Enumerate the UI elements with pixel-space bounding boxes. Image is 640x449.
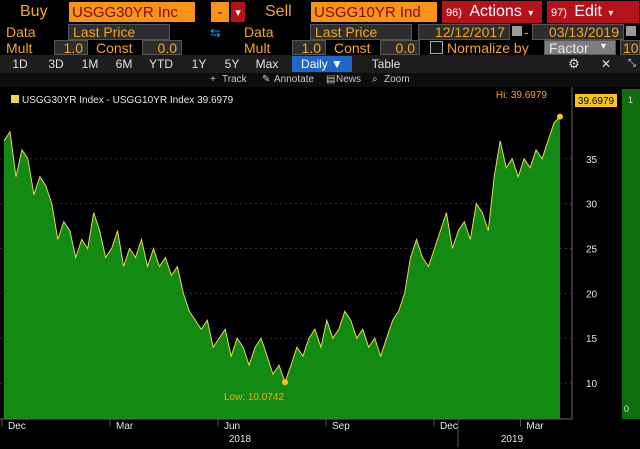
normalize-select[interactable]: Factor <box>544 40 616 55</box>
x-month-label: Jun <box>224 421 240 432</box>
sell-label: Sell <box>265 3 292 20</box>
legend: USGG30YR Index - USGG10YR Index 39.6979 <box>11 95 234 106</box>
legend-swatch <box>11 95 19 103</box>
chevron-down-icon: ▾ <box>601 41 607 52</box>
buy-label: Buy <box>20 3 48 20</box>
tab-1d[interactable]: 1D <box>12 57 28 71</box>
tab-6m[interactable]: 6M <box>115 57 133 71</box>
last-value-box <box>575 94 617 107</box>
end-date-field[interactable]: 03/13/2019 <box>532 24 624 40</box>
y-tick-label: 25 <box>586 245 598 256</box>
start-date-field[interactable]: 12/12/2017 <box>418 24 510 40</box>
side-panel-bottom: 0 <box>624 404 629 414</box>
calendar-icon[interactable] <box>512 26 522 36</box>
tab-3d[interactable]: 3D <box>48 57 64 71</box>
series-line <box>3 116 561 384</box>
edit-button[interactable]: 97) Edit ▾ <box>547 1 639 23</box>
y-tick-label: 15 <box>586 334 598 345</box>
chevron-down-icon: ▾ <box>528 8 534 19</box>
order-bar: Buy USGG30YR Inc - ▾ Sell USGG10YR Ind 9… <box>0 0 640 24</box>
x-year-label: 2018 <box>229 434 252 445</box>
normalize-label: Normalize by <box>447 40 529 56</box>
data-label-right: Data <box>244 24 274 40</box>
tab-1y[interactable]: 1Y <box>191 57 207 71</box>
series-area <box>4 116 560 419</box>
annotate-icon: ✎ <box>262 74 271 85</box>
mult-field-left[interactable]: 1.0 <box>54 40 88 55</box>
actions-label: Actions <box>469 3 522 20</box>
actions-number: 96) <box>446 7 462 19</box>
normalize-factor-field[interactable]: 10 <box>620 40 640 55</box>
x-month-label: Sep <box>332 421 350 432</box>
chevron-down-icon: ▾ <box>608 8 614 19</box>
normalize-checkbox[interactable] <box>430 41 443 54</box>
x-month-label: Dec <box>8 421 26 432</box>
x-year-label: 2019 <box>501 434 524 445</box>
hi-label: Hi: 39.6979 <box>496 90 548 101</box>
news-button[interactable]: News <box>336 74 362 85</box>
side-panel-top: 1 <box>628 95 633 105</box>
tab-daily[interactable]: Daily ▼ <box>292 56 352 72</box>
swap-icon[interactable]: ⇆ <box>210 25 221 40</box>
mult-field-right[interactable]: 1.0 <box>292 40 326 55</box>
track-icon: + <box>210 74 216 85</box>
period-tabs: 1D 3D 1M 6M YTD 1Y 5Y Max Daily ▼ Table … <box>0 55 640 73</box>
date-separator: - <box>524 24 529 40</box>
zoom-icon: ⌕ <box>372 74 378 85</box>
y-tick-label: 35 <box>586 155 598 166</box>
edit-label: Edit <box>574 3 602 20</box>
sell-ticker-field[interactable]: USGG10YR Ind <box>310 1 438 23</box>
calendar-icon[interactable] <box>626 26 636 36</box>
zoom-button[interactable]: Zoom <box>384 74 410 85</box>
data-field-left[interactable]: Last Price <box>68 24 170 40</box>
track-button[interactable]: Track <box>222 74 247 85</box>
x-month-label: Mar <box>526 421 544 432</box>
annotate-button[interactable]: Annotate <box>274 74 315 85</box>
spread-chart[interactable]: USGG30YR Index - USGG10YR Index 39.6979 … <box>0 87 640 449</box>
news-icon: ▤ <box>326 74 336 85</box>
hi-marker <box>557 113 563 120</box>
y-tick-label: 10 <box>586 379 598 390</box>
mult-label-left: Mult <box>6 40 33 56</box>
const-label-right: Const <box>334 40 371 56</box>
chart-toolbar: + Track ✎ Annotate ▤ News ⌕ Zoom <box>0 73 640 87</box>
operator-dropdown-icon[interactable]: ▾ <box>231 2 245 22</box>
y-tick-label: 20 <box>586 289 598 300</box>
x-axis-labels: Dec Mar Jun Sep Dec Mar 2018 2019 <box>1 419 544 447</box>
data-field-right[interactable]: Last Price <box>310 24 412 40</box>
edit-number: 97) <box>551 7 567 19</box>
tab-table[interactable]: Table <box>371 57 401 71</box>
const-label-left: Const <box>96 40 133 56</box>
const-field-left[interactable]: 0.0 <box>142 40 182 55</box>
const-field-right[interactable]: 0.0 <box>380 40 420 55</box>
legend-label: USGG30YR Index - USGG10YR Index 39.6979 <box>22 95 234 106</box>
tab-1m[interactable]: 1M <box>81 57 99 71</box>
tab-ytd[interactable]: YTD <box>149 57 173 71</box>
operator-field[interactable]: - <box>210 1 230 23</box>
y-axis-ticks: 10 15 20 25 30 35 <box>586 155 598 390</box>
data-label-left: Data <box>6 24 36 40</box>
actions-button[interactable]: 96) Actions ▾ <box>442 1 542 23</box>
last-value-label: 39.6979 <box>578 96 615 107</box>
buy-ticker-field[interactable]: USGG30YR Inc <box>68 1 196 23</box>
tab-5y[interactable]: 5Y <box>224 57 240 71</box>
x-month-label: Dec <box>440 421 458 432</box>
expand-icon[interactable]: ⤡ <box>628 58 636 69</box>
x-month-label: Mar <box>116 421 134 432</box>
close-icon[interactable]: ✕ <box>600 57 612 71</box>
tab-max[interactable]: Max <box>255 57 279 71</box>
y-tick-label: 30 <box>586 200 598 211</box>
low-marker <box>281 379 288 386</box>
low-label: Low: 10.0742 <box>224 392 284 403</box>
gear-icon[interactable]: ⚙ <box>568 56 580 71</box>
mult-label-right: Mult <box>244 40 271 56</box>
side-panel <box>622 89 640 419</box>
